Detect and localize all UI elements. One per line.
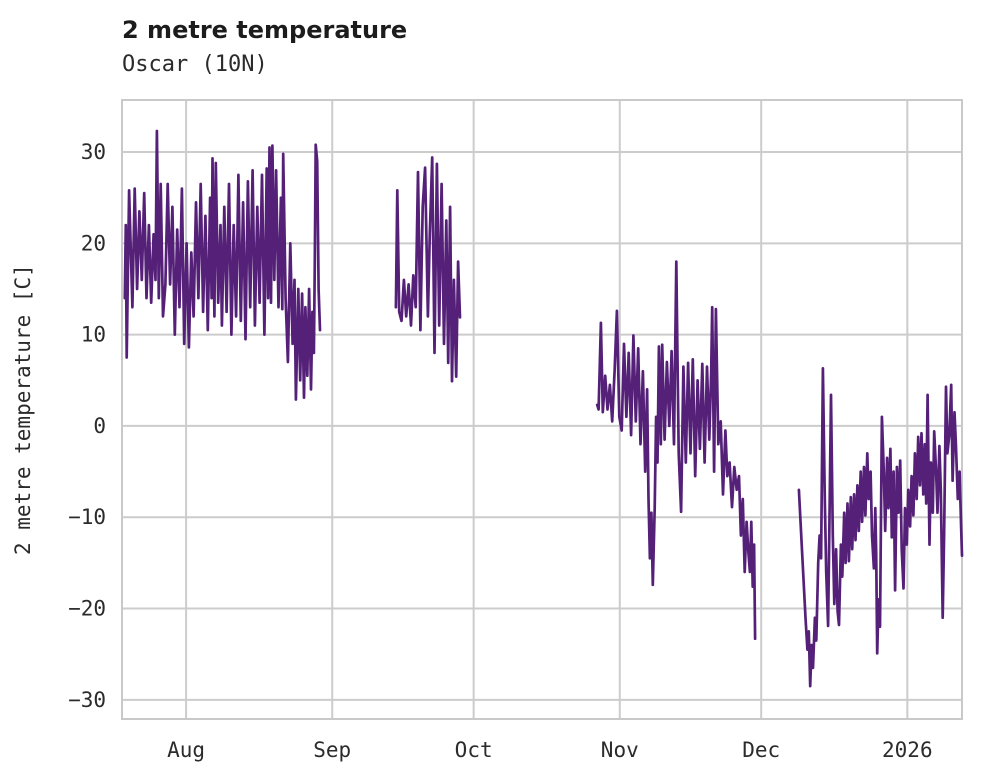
y-tick-label: −20 [68, 597, 106, 621]
x-tick-label: Aug [167, 738, 205, 762]
y-tick-label: −30 [68, 688, 106, 712]
plot-border [121, 99, 963, 720]
y-tick-label: 10 [81, 323, 106, 347]
series-segment [797, 367, 964, 688]
y-tick-label: 0 [93, 414, 106, 438]
x-tick-label: Sep [313, 738, 351, 762]
series-segment [595, 260, 757, 641]
temperature-series [123, 129, 964, 688]
series-segment [394, 156, 462, 383]
x-tick-label: 2026 [882, 738, 933, 762]
y-tick-label: 30 [81, 140, 106, 164]
x-tick-label: Dec [742, 738, 780, 762]
y-tick-label: −10 [68, 505, 106, 529]
x-tick-label: Oct [455, 738, 493, 762]
chart-subtitle: Oscar (10N) [122, 52, 268, 77]
grid-lines [122, 100, 962, 719]
chart-title: 2 metre temperature [122, 16, 408, 44]
axes-frame [121, 99, 963, 720]
series-segment [123, 129, 322, 401]
y-tick-label: 20 [81, 231, 106, 255]
y-tick-labels: 30 20 10 0 −10 −20 −30 [68, 140, 106, 712]
x-tick-label: Nov [601, 738, 639, 762]
x-tick-labels: Aug Sep Oct Nov Dec 2026 [167, 738, 932, 762]
